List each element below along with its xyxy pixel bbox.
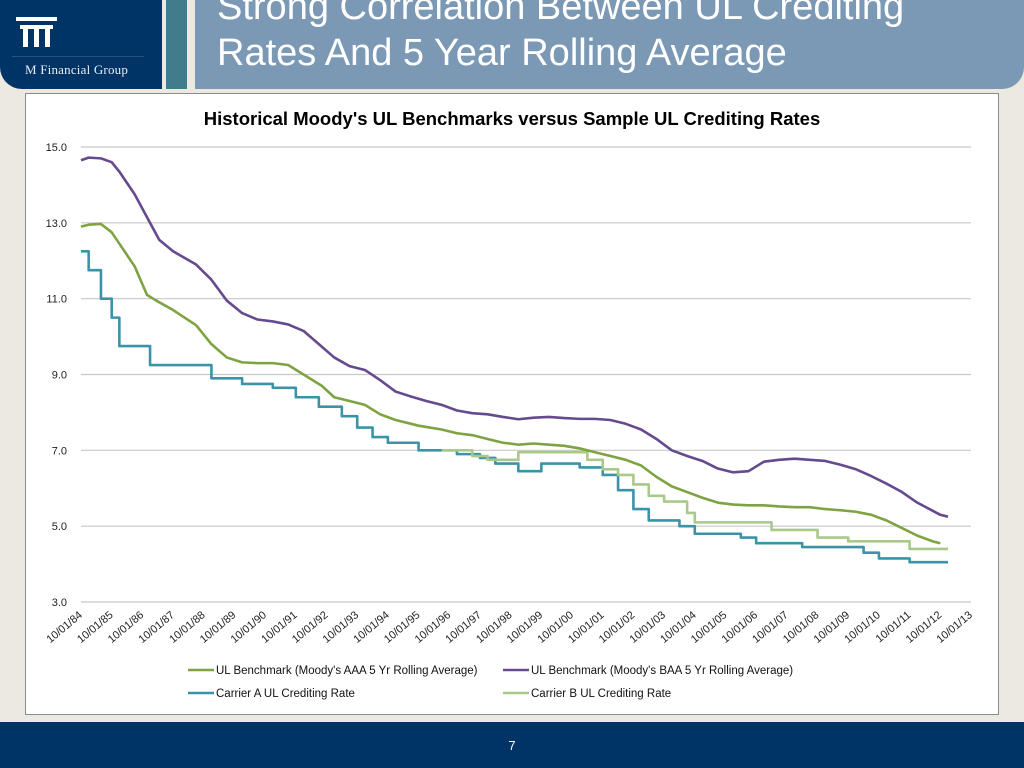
- series-0: [80, 222, 941, 545]
- slide-title: Strong Correlation Between UL Crediting …: [217, 0, 904, 76]
- y-tick-label: 7.0: [52, 445, 67, 457]
- accent-bar: [166, 0, 187, 89]
- series-2: [81, 249, 948, 564]
- chart-frame: Historical Moody's UL Benchmarks versus …: [25, 93, 999, 715]
- logo-panel: M Financial Group: [0, 0, 162, 89]
- title-panel: Strong Correlation Between UL Crediting …: [195, 0, 1024, 89]
- company-name: M Financial Group: [25, 62, 129, 77]
- y-tick-label: 13.0: [46, 218, 67, 230]
- legend-label: UL Benchmark (Moody's AAA 5 Yr Rolling A…: [216, 665, 478, 677]
- series-line: [441, 449, 948, 551]
- line-chart: Historical Moody's UL Benchmarks versus …: [44, 108, 975, 700]
- y-tick-label: 15.0: [46, 142, 67, 154]
- column-logo-icon: [16, 17, 57, 47]
- series-3: [441, 449, 948, 551]
- y-tick-label: 11.0: [46, 294, 67, 306]
- logo-divider: [12, 56, 144, 57]
- chart-title: Historical Moody's UL Benchmarks versus …: [204, 108, 820, 129]
- legend-label: UL Benchmark (Moody's BAA 5 Yr Rolling A…: [531, 665, 793, 677]
- series-line: [81, 249, 948, 564]
- series-line: [80, 156, 949, 518]
- footer-bar: 7: [0, 722, 1024, 768]
- slide-title-line2: Rates And 5 Year Rolling Average: [217, 32, 787, 74]
- series-1: [80, 156, 949, 518]
- legend-item: UL Benchmark (Moody's BAA 5 Yr Rolling A…: [503, 665, 793, 677]
- series-line: [80, 222, 941, 545]
- y-tick-label: 9.0: [52, 370, 67, 382]
- page-number: 7: [508, 738, 516, 753]
- slide-title-line1: Strong Correlation Between UL Crediting: [217, 0, 905, 28]
- legend-item: Carrier A UL Crediting Rate: [188, 688, 355, 700]
- y-tick-label: 5.0: [52, 521, 67, 533]
- legend-item: UL Benchmark (Moody's AAA 5 Yr Rolling A…: [188, 665, 478, 677]
- legend-label: Carrier B UL Crediting Rate: [531, 688, 671, 700]
- legend-item: Carrier B UL Crediting Rate: [503, 688, 671, 700]
- legend-label: Carrier A UL Crediting Rate: [216, 688, 355, 700]
- y-tick-label: 3.0: [52, 597, 67, 609]
